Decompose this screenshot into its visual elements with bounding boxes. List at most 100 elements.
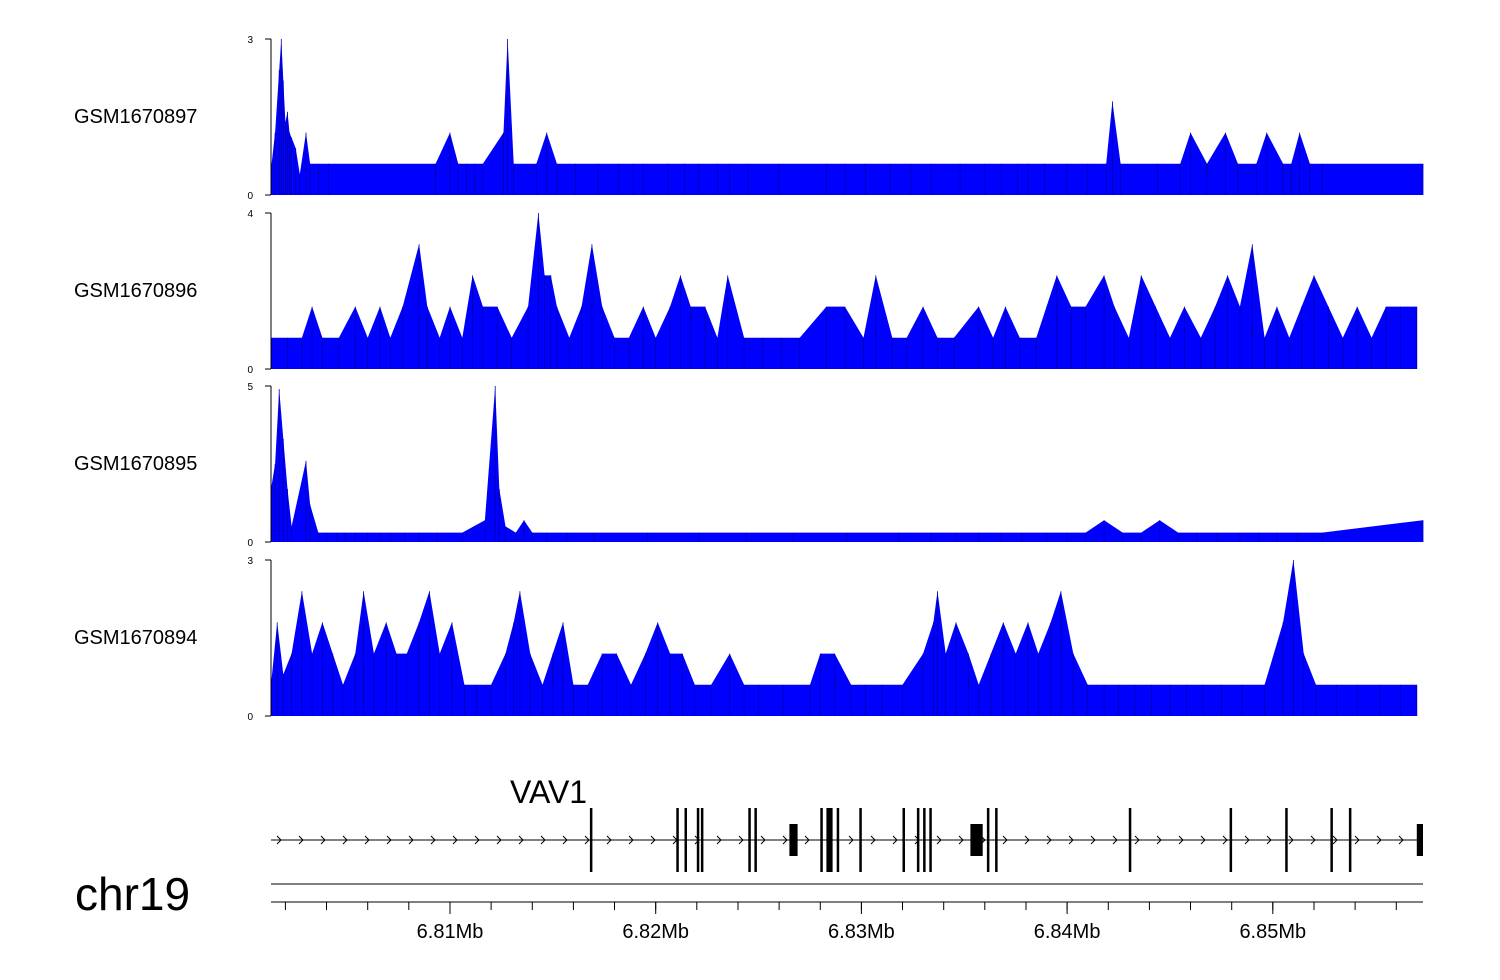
strand-chevron-icon xyxy=(1178,835,1184,845)
exon-block xyxy=(859,808,862,872)
strand-chevron-icon xyxy=(1046,835,1052,845)
y-tick-label-max: 5 xyxy=(247,382,253,393)
exon-block xyxy=(1128,808,1132,872)
strand-chevron-icon xyxy=(1134,835,1140,845)
strand-chevron-icon xyxy=(1266,835,1272,845)
exon-block xyxy=(929,808,932,872)
genome-axis: 6.81Mb 6.82Mb 6.83Mb 6.84Mb 6.85Mb chr19 xyxy=(75,868,1423,943)
strand-chevron-icon xyxy=(716,835,722,845)
y-tick-label-max: 3 xyxy=(247,556,253,567)
track-GSM1670894: 3 0 GSM1670894 xyxy=(74,556,1418,723)
data-tracks: 3 0 GSM1670897 4 0 GSM1670896 5 0 GSM1670895 3 0 GS… xyxy=(74,35,1424,723)
strand-chevron-icon xyxy=(936,835,942,845)
exon-block xyxy=(986,808,990,872)
track-label: GSM1670894 xyxy=(74,627,197,649)
track-GSM1670896: 4 0 GSM1670896 xyxy=(74,209,1418,376)
strand-chevron-icon xyxy=(386,835,392,845)
strand-chevron-icon xyxy=(606,835,612,845)
y-tick-label-min: 0 xyxy=(247,191,253,202)
strand-chevron-icon xyxy=(452,835,458,845)
strand-chevron-icon xyxy=(474,835,480,845)
strand-chevron-icon xyxy=(958,835,964,845)
strand-chevron-icon xyxy=(1354,835,1360,845)
exon-block xyxy=(676,808,679,872)
strand-chevron-icon xyxy=(430,835,436,845)
exon-block xyxy=(1229,808,1233,872)
exon-block xyxy=(923,808,926,872)
exon-block xyxy=(995,808,998,872)
strand-chevron-icon xyxy=(1332,835,1338,845)
strand-chevron-icon xyxy=(1112,835,1118,845)
strand-chevron-icon xyxy=(870,835,876,845)
strand-chevron-icon xyxy=(1288,835,1294,845)
exon-block xyxy=(700,808,704,872)
y-tick-label-max: 3 xyxy=(247,35,253,46)
strand-chevron-icon xyxy=(1156,835,1162,845)
strand-chevron-icon xyxy=(848,835,854,845)
exon-block xyxy=(820,808,823,872)
exon-block xyxy=(836,808,840,872)
strand-chevron-icon xyxy=(584,835,590,845)
strand-chevron-icon xyxy=(518,835,524,845)
strand-chevron-icon xyxy=(1244,835,1250,845)
exon-block xyxy=(789,824,798,856)
track-label: GSM1670896 xyxy=(74,280,197,302)
gene-name-label: VAV1 xyxy=(510,774,587,810)
strand-chevron-icon xyxy=(804,835,810,845)
coverage-area xyxy=(271,560,1417,716)
exon-block xyxy=(1348,808,1352,872)
strand-chevron-icon xyxy=(782,835,788,845)
strand-chevron-icon xyxy=(276,835,282,845)
strand-chevron-icon xyxy=(562,835,568,845)
exon-block xyxy=(1285,808,1288,872)
y-tick-label-max: 4 xyxy=(247,209,253,220)
x-tick-label: 6.83Mb xyxy=(828,921,895,943)
strand-chevron-icon xyxy=(1310,835,1316,845)
coverage-area xyxy=(271,386,1423,542)
y-tick-label-min: 0 xyxy=(247,712,253,723)
x-tick-label: 6.85Mb xyxy=(1239,921,1306,943)
strand-chevron-icon xyxy=(1002,835,1008,845)
coverage-area xyxy=(271,39,1423,195)
exon-block xyxy=(826,808,833,872)
exon-block xyxy=(1330,808,1333,872)
exon-block xyxy=(916,808,920,872)
strand-chevron-icon xyxy=(540,835,546,845)
strand-chevron-icon xyxy=(1398,835,1404,845)
track-GSM1670895: 5 0 GSM1670895 xyxy=(74,382,1424,549)
exon-block xyxy=(696,808,700,872)
exon-block xyxy=(1416,824,1423,856)
strand-chevron-icon xyxy=(738,835,744,845)
exon-block xyxy=(902,808,905,872)
strand-chevron-icon xyxy=(1090,835,1096,845)
exon-block xyxy=(684,808,687,872)
x-tick-label: 6.84Mb xyxy=(1034,921,1101,943)
strand-chevron-icon xyxy=(1200,835,1206,845)
x-tick-label: 6.82Mb xyxy=(622,921,689,943)
coverage-area xyxy=(271,213,1417,369)
strand-chevron-icon xyxy=(342,835,348,845)
strand-chevron-icon xyxy=(364,835,370,845)
exon-block xyxy=(748,808,751,872)
gene-model-track: VAV1 xyxy=(271,774,1423,872)
exon-block xyxy=(589,808,593,872)
strand-chevron-icon xyxy=(1068,835,1074,845)
strand-chevron-icon xyxy=(1024,835,1030,845)
track-label: GSM1670897 xyxy=(74,106,197,128)
track-label: GSM1670895 xyxy=(74,453,197,475)
strand-chevron-icon xyxy=(892,835,898,845)
strand-chevron-icon xyxy=(1222,835,1228,845)
strand-chevron-icon xyxy=(628,835,634,845)
exon-block xyxy=(970,824,983,856)
strand-chevron-icon xyxy=(408,835,414,845)
strand-chevron-icon xyxy=(496,835,502,845)
y-tick-label-min: 0 xyxy=(247,538,253,549)
strand-chevron-icon xyxy=(760,835,766,845)
strand-chevron-icon xyxy=(650,835,656,845)
exon-block xyxy=(754,808,757,872)
y-tick-label-min: 0 xyxy=(247,365,253,376)
track-GSM1670897: 3 0 GSM1670897 xyxy=(74,35,1424,202)
strand-chevron-icon xyxy=(298,835,304,845)
strand-chevron-icon xyxy=(320,835,326,845)
